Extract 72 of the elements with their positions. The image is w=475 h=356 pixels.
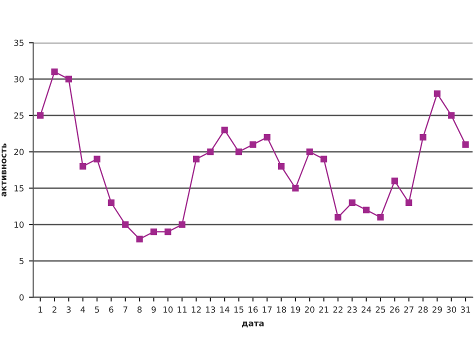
x-tick-label: 22	[333, 306, 342, 313]
y-tick-label: 0	[19, 294, 24, 301]
point	[391, 178, 398, 184]
x-tick-label: 3	[66, 306, 71, 313]
point	[278, 163, 285, 170]
point	[150, 228, 158, 236]
y-tick-label: 25	[14, 112, 24, 119]
y-tick-label: 15	[14, 185, 24, 192]
x-tick-label: 4	[80, 306, 86, 313]
x-tick-label: 5	[95, 306, 99, 313]
x-axis-title: дата	[242, 322, 264, 328]
x-tick-label: 16	[248, 306, 258, 313]
x-tick-label: 1	[38, 306, 42, 313]
point	[37, 112, 44, 119]
y-tick-label: 30	[14, 76, 24, 82]
y-tick-label: 35	[14, 40, 24, 46]
point	[406, 199, 412, 206]
x-tick-label: 10	[164, 306, 173, 313]
y-tick-label: 5	[20, 258, 24, 264]
point	[448, 112, 455, 119]
x-tick-label: 12	[192, 306, 201, 313]
point	[108, 199, 114, 206]
point	[264, 134, 270, 141]
x-tick-label: 18	[276, 306, 286, 313]
point	[348, 199, 356, 206]
x-tick-label: 7	[123, 306, 128, 313]
x-tick-label: 25	[376, 306, 386, 313]
x-tick-label: 21	[319, 306, 328, 313]
point	[363, 206, 370, 214]
y-tick-label: 10	[14, 222, 24, 228]
x-tick-label: 29	[432, 306, 442, 313]
x-tick-label: 14	[220, 306, 230, 313]
y-tick-label: 20	[14, 148, 24, 156]
x-tick-label: 11	[178, 306, 187, 313]
x-tick-label: 6	[109, 306, 114, 313]
x-tick-label: 30	[446, 306, 456, 313]
x-tick-label: 26	[390, 306, 400, 313]
x-tick-label: 31	[460, 306, 470, 313]
x-tick-label: 15	[234, 306, 244, 313]
x-tick-label: 19	[291, 306, 300, 313]
x-tick-label: 8	[137, 306, 142, 313]
point	[51, 68, 58, 76]
point	[178, 221, 186, 228]
y-axis-title: активность	[2, 143, 6, 197]
point	[235, 148, 242, 156]
x-tick-label: 2	[52, 306, 56, 313]
point	[320, 156, 328, 162]
x-tick-label: 9	[152, 306, 156, 313]
point	[122, 221, 129, 228]
x-tick-label: 24	[362, 306, 372, 313]
x-tick-label: 27	[404, 306, 414, 313]
point	[306, 148, 313, 156]
point	[80, 163, 86, 170]
point	[334, 214, 342, 221]
point	[207, 148, 214, 156]
x-tick-label: 17	[262, 306, 272, 313]
point	[94, 156, 100, 162]
point	[377, 214, 384, 221]
x-tick-label: 23	[347, 306, 357, 313]
point	[434, 90, 440, 97]
point	[420, 134, 426, 141]
point	[221, 126, 228, 134]
point	[164, 228, 172, 236]
x-tick-label: 28	[418, 306, 428, 313]
point	[462, 141, 469, 148]
point	[192, 156, 200, 162]
point	[250, 141, 256, 148]
point	[292, 184, 299, 192]
point	[65, 76, 72, 82]
x-tick-label: 13	[206, 306, 216, 313]
point	[136, 236, 143, 242]
x-tick-label: 20	[304, 306, 314, 313]
